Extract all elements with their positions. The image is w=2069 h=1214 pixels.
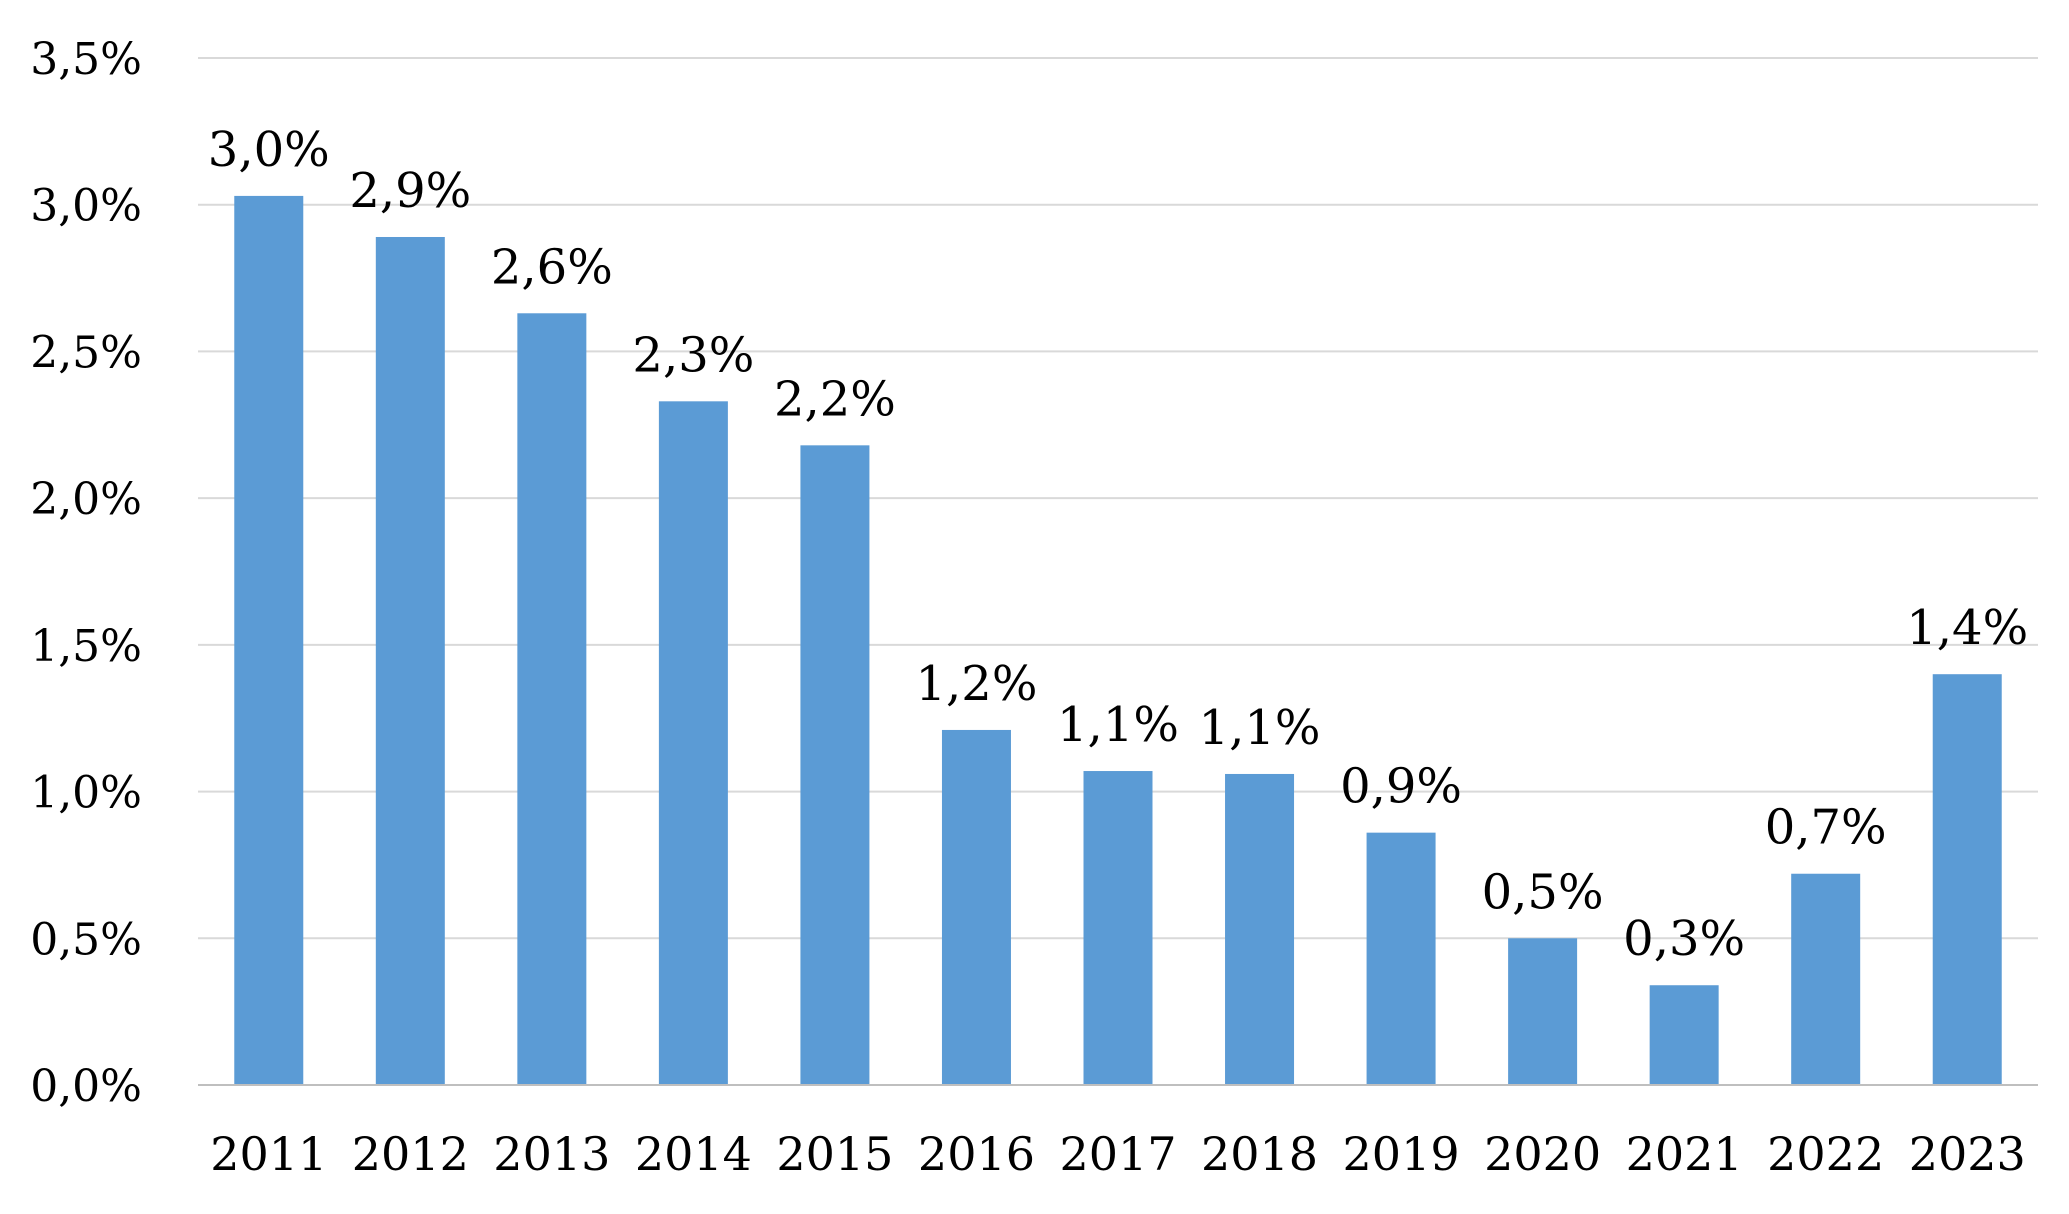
bar bbox=[1083, 771, 1153, 1085]
data-label: 0,7% bbox=[1765, 800, 1887, 856]
bar bbox=[941, 729, 1011, 1085]
x-tick-label: 2015 bbox=[776, 1127, 893, 1181]
x-axis-tick-labels: 2011 2012 2013 2014 2015 2016 2017 2018 2019 2020… bbox=[210, 1127, 2026, 1181]
data-label: 3,0% bbox=[208, 122, 330, 178]
data-label: 0,9% bbox=[1340, 759, 1462, 815]
gridlines bbox=[198, 57, 2038, 940]
x-tick-label: 2016 bbox=[918, 1127, 1035, 1181]
data-label: 1,1% bbox=[1199, 700, 1321, 756]
x-tick-label: 2020 bbox=[1484, 1127, 1601, 1181]
bar bbox=[1225, 773, 1295, 1085]
bar bbox=[1932, 674, 2002, 1085]
bar bbox=[375, 236, 445, 1085]
data-label: 1,2% bbox=[915, 656, 1037, 712]
data-label: 0,3% bbox=[1623, 911, 1745, 967]
bar bbox=[658, 401, 728, 1086]
y-axis-tick-labels: 0,0% 0,5% 1,0% 1,5% 2,0% 2,5% 3,0% 3,5% bbox=[30, 34, 142, 1112]
data-label: 2,2% bbox=[774, 371, 896, 427]
bar bbox=[517, 313, 587, 1086]
bar bbox=[1649, 985, 1719, 1085]
y-tick-label: 0,0% bbox=[30, 1061, 142, 1112]
data-label: 1,1% bbox=[1057, 697, 1179, 753]
y-tick-label: 2,0% bbox=[30, 474, 142, 525]
x-tick-label: 2018 bbox=[1201, 1127, 1318, 1181]
data-labels: 3,0% 2,9% 2,6% 2,3% 2,2% 1,2% 1,1% 1,1% 0,9% 0,5%… bbox=[208, 122, 2028, 967]
x-tick-label: 2019 bbox=[1343, 1127, 1460, 1181]
x-tick-label: 2022 bbox=[1767, 1127, 1884, 1181]
y-tick-label: 1,0% bbox=[30, 768, 142, 819]
bar bbox=[1508, 938, 1578, 1085]
data-label: 2,6% bbox=[491, 239, 613, 295]
y-tick-label: 3,0% bbox=[30, 181, 142, 232]
data-label: 0,5% bbox=[1482, 864, 1604, 920]
y-tick-label: 3,5% bbox=[30, 34, 142, 85]
x-tick-label: 2011 bbox=[210, 1127, 327, 1181]
bar bbox=[1791, 873, 1861, 1085]
x-tick-label: 2012 bbox=[352, 1127, 469, 1181]
x-tick-label: 2021 bbox=[1626, 1127, 1743, 1181]
x-tick-label: 2017 bbox=[1059, 1127, 1176, 1181]
bar bbox=[1366, 832, 1436, 1085]
data-label: 1,4% bbox=[1906, 600, 2028, 656]
bar bbox=[234, 195, 304, 1085]
bar bbox=[800, 445, 870, 1086]
x-tick-label: 2023 bbox=[1909, 1127, 2026, 1181]
data-label: 2,9% bbox=[349, 163, 471, 219]
y-tick-label: 1,5% bbox=[30, 621, 142, 672]
y-tick-label: 0,5% bbox=[30, 914, 142, 965]
bars bbox=[234, 195, 2002, 1086]
y-tick-label: 2,5% bbox=[30, 327, 142, 378]
data-label: 2,3% bbox=[632, 327, 754, 383]
x-tick-label: 2013 bbox=[493, 1127, 610, 1181]
x-tick-label: 2014 bbox=[635, 1127, 752, 1181]
